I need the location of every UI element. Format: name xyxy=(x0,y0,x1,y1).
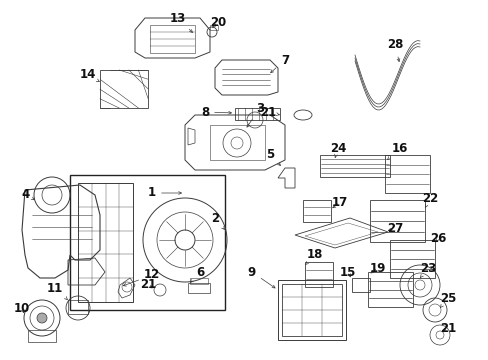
Bar xyxy=(282,284,341,336)
Text: 16: 16 xyxy=(387,141,407,159)
Text: 7: 7 xyxy=(270,54,288,73)
Bar xyxy=(209,125,264,160)
Text: 6: 6 xyxy=(190,266,203,283)
Text: 24: 24 xyxy=(329,141,346,157)
Bar xyxy=(319,155,389,177)
Text: 19: 19 xyxy=(369,261,386,274)
Bar xyxy=(235,108,280,120)
Text: 14: 14 xyxy=(80,68,99,82)
Bar xyxy=(187,283,209,293)
Bar xyxy=(369,200,424,242)
Text: 1: 1 xyxy=(148,186,181,199)
Bar xyxy=(303,200,330,222)
Text: 5: 5 xyxy=(265,148,280,166)
Bar xyxy=(209,25,218,30)
Text: 21: 21 xyxy=(140,279,156,292)
Text: 22: 22 xyxy=(421,192,437,207)
Text: 12: 12 xyxy=(123,269,160,286)
Bar xyxy=(70,175,224,310)
Bar xyxy=(100,70,148,108)
Text: 11: 11 xyxy=(47,282,67,300)
Text: 21: 21 xyxy=(439,321,455,334)
Bar xyxy=(28,330,56,342)
Text: 23: 23 xyxy=(419,261,435,278)
Text: 20: 20 xyxy=(209,15,225,28)
Text: 17: 17 xyxy=(331,195,347,208)
Bar xyxy=(190,278,207,284)
Bar xyxy=(305,262,332,287)
Text: 8: 8 xyxy=(201,105,231,118)
Text: 13: 13 xyxy=(169,12,192,32)
Bar xyxy=(351,278,369,292)
Bar xyxy=(389,240,434,278)
Text: 27: 27 xyxy=(386,221,402,234)
Text: 9: 9 xyxy=(247,266,275,288)
Text: 10: 10 xyxy=(14,302,30,315)
Text: 28: 28 xyxy=(386,39,403,62)
Bar xyxy=(68,300,88,314)
Bar xyxy=(78,183,133,302)
Text: 18: 18 xyxy=(305,248,323,265)
Text: 4: 4 xyxy=(22,189,34,202)
Bar xyxy=(367,272,412,307)
Text: 2: 2 xyxy=(210,211,224,229)
Text: 3: 3 xyxy=(246,102,264,127)
Text: 25: 25 xyxy=(439,292,455,307)
Text: 21: 21 xyxy=(259,105,279,118)
Bar xyxy=(384,155,429,193)
Bar xyxy=(278,280,346,340)
Text: 26: 26 xyxy=(429,231,445,244)
Text: 15: 15 xyxy=(339,266,355,279)
Bar xyxy=(150,25,195,53)
Circle shape xyxy=(37,313,47,323)
